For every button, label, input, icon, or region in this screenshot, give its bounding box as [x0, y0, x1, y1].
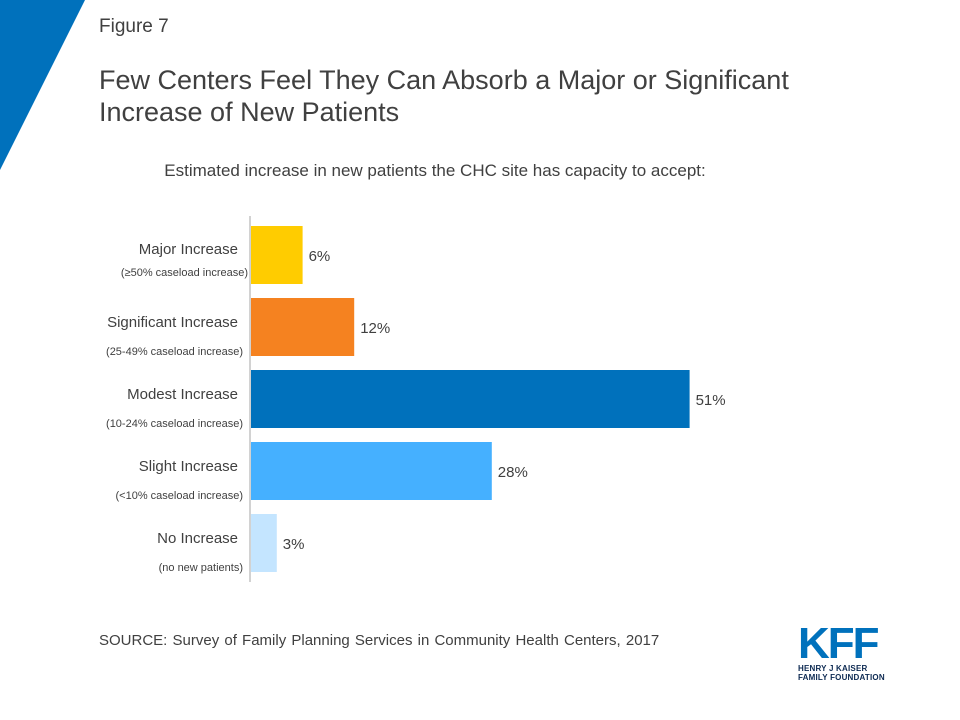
kff-logo: KFF HENRY J KAISER FAMILY FOUNDATION	[798, 619, 888, 683]
source-note: SOURCE: Survey of Family Planning Servic…	[99, 632, 660, 649]
data-label: 12%	[360, 320, 390, 337]
category-sublabel: (25-49% caseload increase)	[106, 346, 243, 358]
bar	[251, 514, 277, 572]
category-sublabel: (no new patients)	[159, 562, 243, 574]
category-label: No Increase	[157, 530, 238, 547]
bar	[251, 370, 690, 428]
category-label: Significant Increase	[107, 314, 238, 331]
data-label: 3%	[283, 536, 305, 553]
data-label: 6%	[309, 248, 331, 265]
bar	[251, 298, 355, 356]
logo-mark: KFF	[798, 619, 880, 668]
logo-line-1: HENRY J KAISER	[798, 664, 868, 673]
corner-accent-shape	[0, 0, 85, 170]
category-label: Modest Increase	[127, 386, 238, 403]
bar	[251, 226, 303, 284]
chart-title: Estimated increase in new patients the C…	[164, 161, 706, 180]
category-label: Major Increase	[139, 241, 238, 258]
page-title: Few Centers Feel They Can Absorb a Major…	[99, 65, 789, 127]
figure-label: Figure 7	[99, 16, 169, 37]
category-sublabel: (≥50% caseload increase)	[121, 267, 248, 279]
category-sublabel: (<10% caseload increase)	[116, 490, 244, 502]
bar	[251, 442, 492, 500]
logo-line-2: FAMILY FOUNDATION	[798, 673, 885, 682]
category-label: Slight Increase	[139, 458, 238, 475]
category-sublabel: (10-24% caseload increase)	[106, 418, 243, 430]
data-label: 28%	[498, 464, 528, 481]
data-label: 51%	[696, 392, 726, 409]
